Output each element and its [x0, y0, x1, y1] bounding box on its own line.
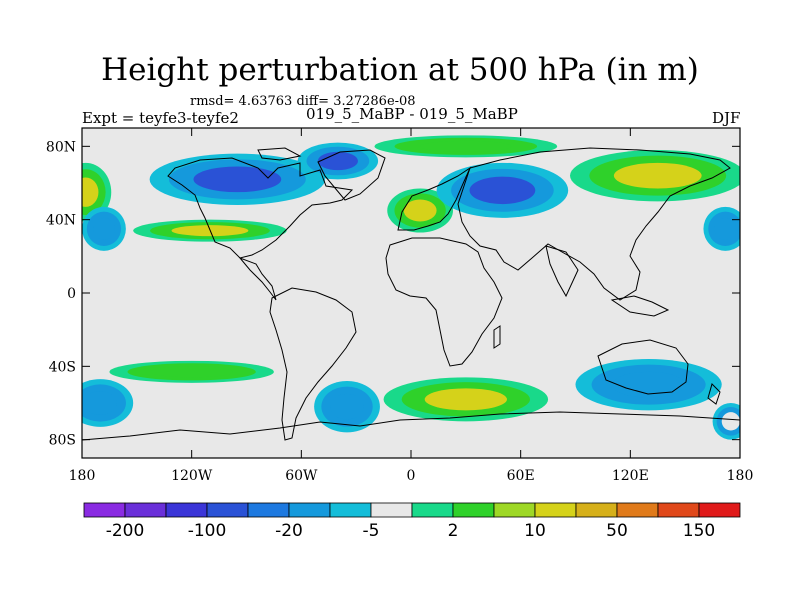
- anomaly-n-pacific-east-low: [703, 206, 740, 251]
- anomaly-ring: [82, 177, 99, 207]
- y-tick-label: 40S: [49, 359, 76, 375]
- colorbar-box: [329, 502, 372, 518]
- colorbar-box: [698, 502, 741, 518]
- antarctica-coastline: [82, 411, 740, 441]
- plot-title: Height perturbation at 500 hPa (in m): [101, 52, 699, 88]
- colorbar-box: [83, 502, 126, 518]
- case-label: 019_5_MaBP - 019_5_MaBP: [306, 105, 518, 123]
- anomaly-ring: [403, 199, 437, 222]
- x-tick-label: 60E: [507, 468, 535, 484]
- coastline-layer: [82, 147, 740, 441]
- colorbar-box: [534, 502, 577, 518]
- new-zealand-coastline: [707, 383, 721, 405]
- stats-label: rmsd= 4.63763 diff= 3.27286e-08: [190, 94, 416, 109]
- colorbar-box: [206, 502, 249, 518]
- y-tick-label: 0: [67, 286, 76, 302]
- europe-coastline: [397, 166, 472, 231]
- x-tick-label: 180: [727, 468, 754, 484]
- greenland-coastline: [317, 149, 386, 201]
- y-tick-label: 80N: [46, 139, 76, 155]
- colorbar-box: [247, 502, 290, 518]
- madagascar-coastline: [493, 325, 501, 349]
- north-america-coastline: [167, 157, 354, 259]
- colorbar-label: 50: [606, 521, 628, 541]
- anomaly-e-asia-high: [570, 150, 740, 202]
- anomaly-ring: [613, 162, 702, 189]
- colorbar-box: [165, 502, 208, 518]
- experiment-label: Expt = teyfe3-teyfe2: [82, 109, 239, 127]
- colorbar-box: [124, 502, 167, 518]
- anomaly-ring: [424, 388, 507, 411]
- anomaly-s-pacific-west-low: [82, 379, 134, 427]
- anomaly-ring: [150, 366, 233, 378]
- anomaly-ring: [317, 151, 358, 171]
- colorbar: -200 -100 -20 -5 2 10 50 150: [83, 502, 741, 541]
- anomaly-eurasia-low: [436, 162, 569, 218]
- map-axes: 180 120W 60W 0 60E 120E 180 80N 40N 0 40S 80S: [46, 128, 753, 484]
- anomaly-s-indian-low: [575, 359, 722, 411]
- australia-coastline: [597, 339, 689, 395]
- africa-coastline: [385, 237, 503, 367]
- colorbar-label: -5: [363, 521, 380, 541]
- anomaly-w-pacific-low: [82, 206, 126, 251]
- colorbar-box: [288, 502, 331, 518]
- anomaly-ring: [193, 166, 282, 193]
- anomaly-ring: [420, 140, 512, 152]
- colorbar-box: [452, 502, 495, 518]
- anomaly-layer: [82, 135, 740, 440]
- x-tick-label: 180: [69, 468, 96, 484]
- arctic-islands-coastline: [257, 147, 302, 161]
- anomaly-ring: [83, 391, 117, 415]
- anomaly-ring: [330, 393, 364, 420]
- india-coastline: [545, 245, 579, 298]
- anomaly-s-ocean-edge-low: [712, 403, 740, 440]
- y-tick-label: 40N: [46, 213, 76, 229]
- colorbar-box: [657, 502, 700, 518]
- anomaly-ring: [612, 371, 686, 398]
- x-tick-label: 60W: [285, 468, 318, 484]
- colorbar-box: [411, 502, 454, 518]
- x-tick-label: 120W: [171, 468, 213, 484]
- anomaly-n-pacific-west-high: [82, 162, 112, 222]
- anomaly-s-pacific-band: [109, 360, 274, 383]
- anomaly-s-atlantic-high: [383, 377, 549, 422]
- south-america-coastline: [269, 287, 357, 441]
- colorbar-box: [616, 502, 659, 518]
- x-tick-label: 120E: [612, 468, 649, 484]
- x-tick-label: 0: [407, 468, 416, 484]
- colorbar-box: [493, 502, 536, 518]
- colorbar-label: 150: [683, 521, 715, 541]
- season-label: DJF: [712, 109, 741, 127]
- anomaly-arctic-siberia-high: [374, 135, 558, 158]
- southeast-asia-coastline: [610, 295, 670, 317]
- colorbar-box: [575, 502, 618, 518]
- anomaly-ring: [92, 217, 115, 240]
- anomaly-n-atlantic-high: [387, 188, 454, 233]
- colorbar-label: 2: [448, 521, 459, 541]
- anomaly-n-america-low: [149, 153, 326, 205]
- colorbar-label: 10: [524, 521, 546, 541]
- anomaly-s-america-low: [314, 381, 380, 433]
- y-tick-label: 80S: [49, 433, 76, 449]
- colorbar-label: -100: [188, 521, 227, 541]
- anomaly-ring: [714, 217, 737, 240]
- colorbar-label: -20: [275, 521, 303, 541]
- anomaly-arctic-canada-low: [297, 142, 379, 180]
- colorbar-label: -200: [106, 521, 145, 541]
- anomaly-ring: [469, 176, 536, 205]
- central-america-coastline: [238, 256, 277, 301]
- anomaly-ring: [721, 412, 740, 431]
- colorbar-box: [370, 502, 413, 518]
- asia-coastline: [457, 147, 731, 301]
